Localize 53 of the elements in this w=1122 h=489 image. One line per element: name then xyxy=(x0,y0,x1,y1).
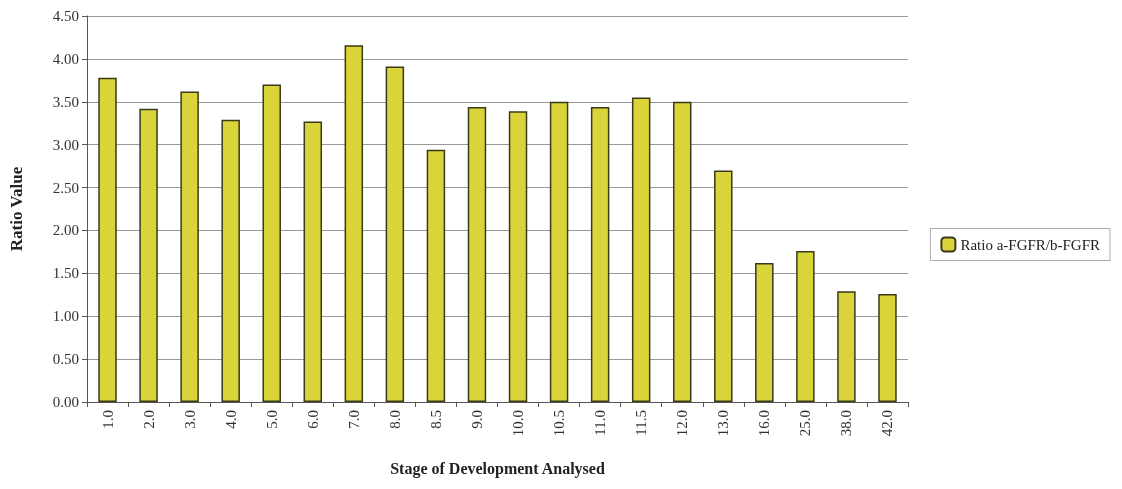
bar xyxy=(714,170,733,402)
bar xyxy=(221,119,240,402)
x-tick-label: 16.0 xyxy=(756,410,773,437)
x-tick-label: 25.0 xyxy=(797,410,814,437)
bar xyxy=(180,91,199,402)
bar xyxy=(755,263,774,402)
y-tick-label: 4.50 xyxy=(52,8,79,24)
x-tick-label: 8.5 xyxy=(427,410,444,429)
x-axis-title: Stage of Development Analysed xyxy=(390,459,605,478)
bar xyxy=(590,106,610,402)
x-tick-label: 10.0 xyxy=(510,410,527,437)
legend-label: Ratio a-FGFR/b-FGFR xyxy=(960,236,1100,253)
x-tick-label: 8.0 xyxy=(386,410,403,429)
x-tick-label: 4.0 xyxy=(222,410,239,429)
bar xyxy=(508,111,528,402)
x-tick-label: 42.0 xyxy=(879,410,896,437)
bar xyxy=(303,121,323,402)
x-tick-label: 38.0 xyxy=(838,410,855,437)
x-tick-label: 7.0 xyxy=(345,410,362,429)
y-tick-label: 3.00 xyxy=(52,136,79,153)
bar xyxy=(878,293,897,402)
bar xyxy=(549,101,569,402)
bar xyxy=(426,149,446,402)
x-tick-label: 12.0 xyxy=(674,410,691,437)
bar xyxy=(672,101,692,402)
x-tick-label: 11.0 xyxy=(592,410,609,436)
bar xyxy=(385,66,405,402)
bar xyxy=(98,77,117,402)
x-tick-label: 1.0 xyxy=(99,410,116,429)
y-tick-label: 1.50 xyxy=(52,265,79,282)
bar xyxy=(139,108,158,402)
bar xyxy=(344,45,364,402)
y-axis-title: Ratio Value xyxy=(7,166,26,252)
y-tick-label: 2.00 xyxy=(52,222,79,239)
y-tick-label: 0.00 xyxy=(52,394,79,410)
y-tick-label: 4.00 xyxy=(52,50,79,67)
x-tick-label: 9.0 xyxy=(468,410,485,429)
y-tick-label: 0.50 xyxy=(52,351,79,368)
y-tick-label: 2.50 xyxy=(52,179,79,196)
x-tick-label: 6.0 xyxy=(304,410,321,429)
x-tick-label: 3.0 xyxy=(181,410,198,429)
x-tick-label: 13.0 xyxy=(715,410,732,437)
bar xyxy=(262,84,281,402)
x-tick-label: 2.0 xyxy=(140,410,157,429)
bar xyxy=(631,97,651,402)
x-tick-label: 11.5 xyxy=(633,410,650,436)
y-tick-label: 3.50 xyxy=(52,93,79,110)
x-tick-label: 5.0 xyxy=(263,410,280,429)
bar xyxy=(837,291,856,402)
x-tick-label: 10.5 xyxy=(551,410,568,437)
bar xyxy=(796,251,815,402)
bar xyxy=(467,106,487,402)
y-tick-label: 1.00 xyxy=(52,308,79,325)
